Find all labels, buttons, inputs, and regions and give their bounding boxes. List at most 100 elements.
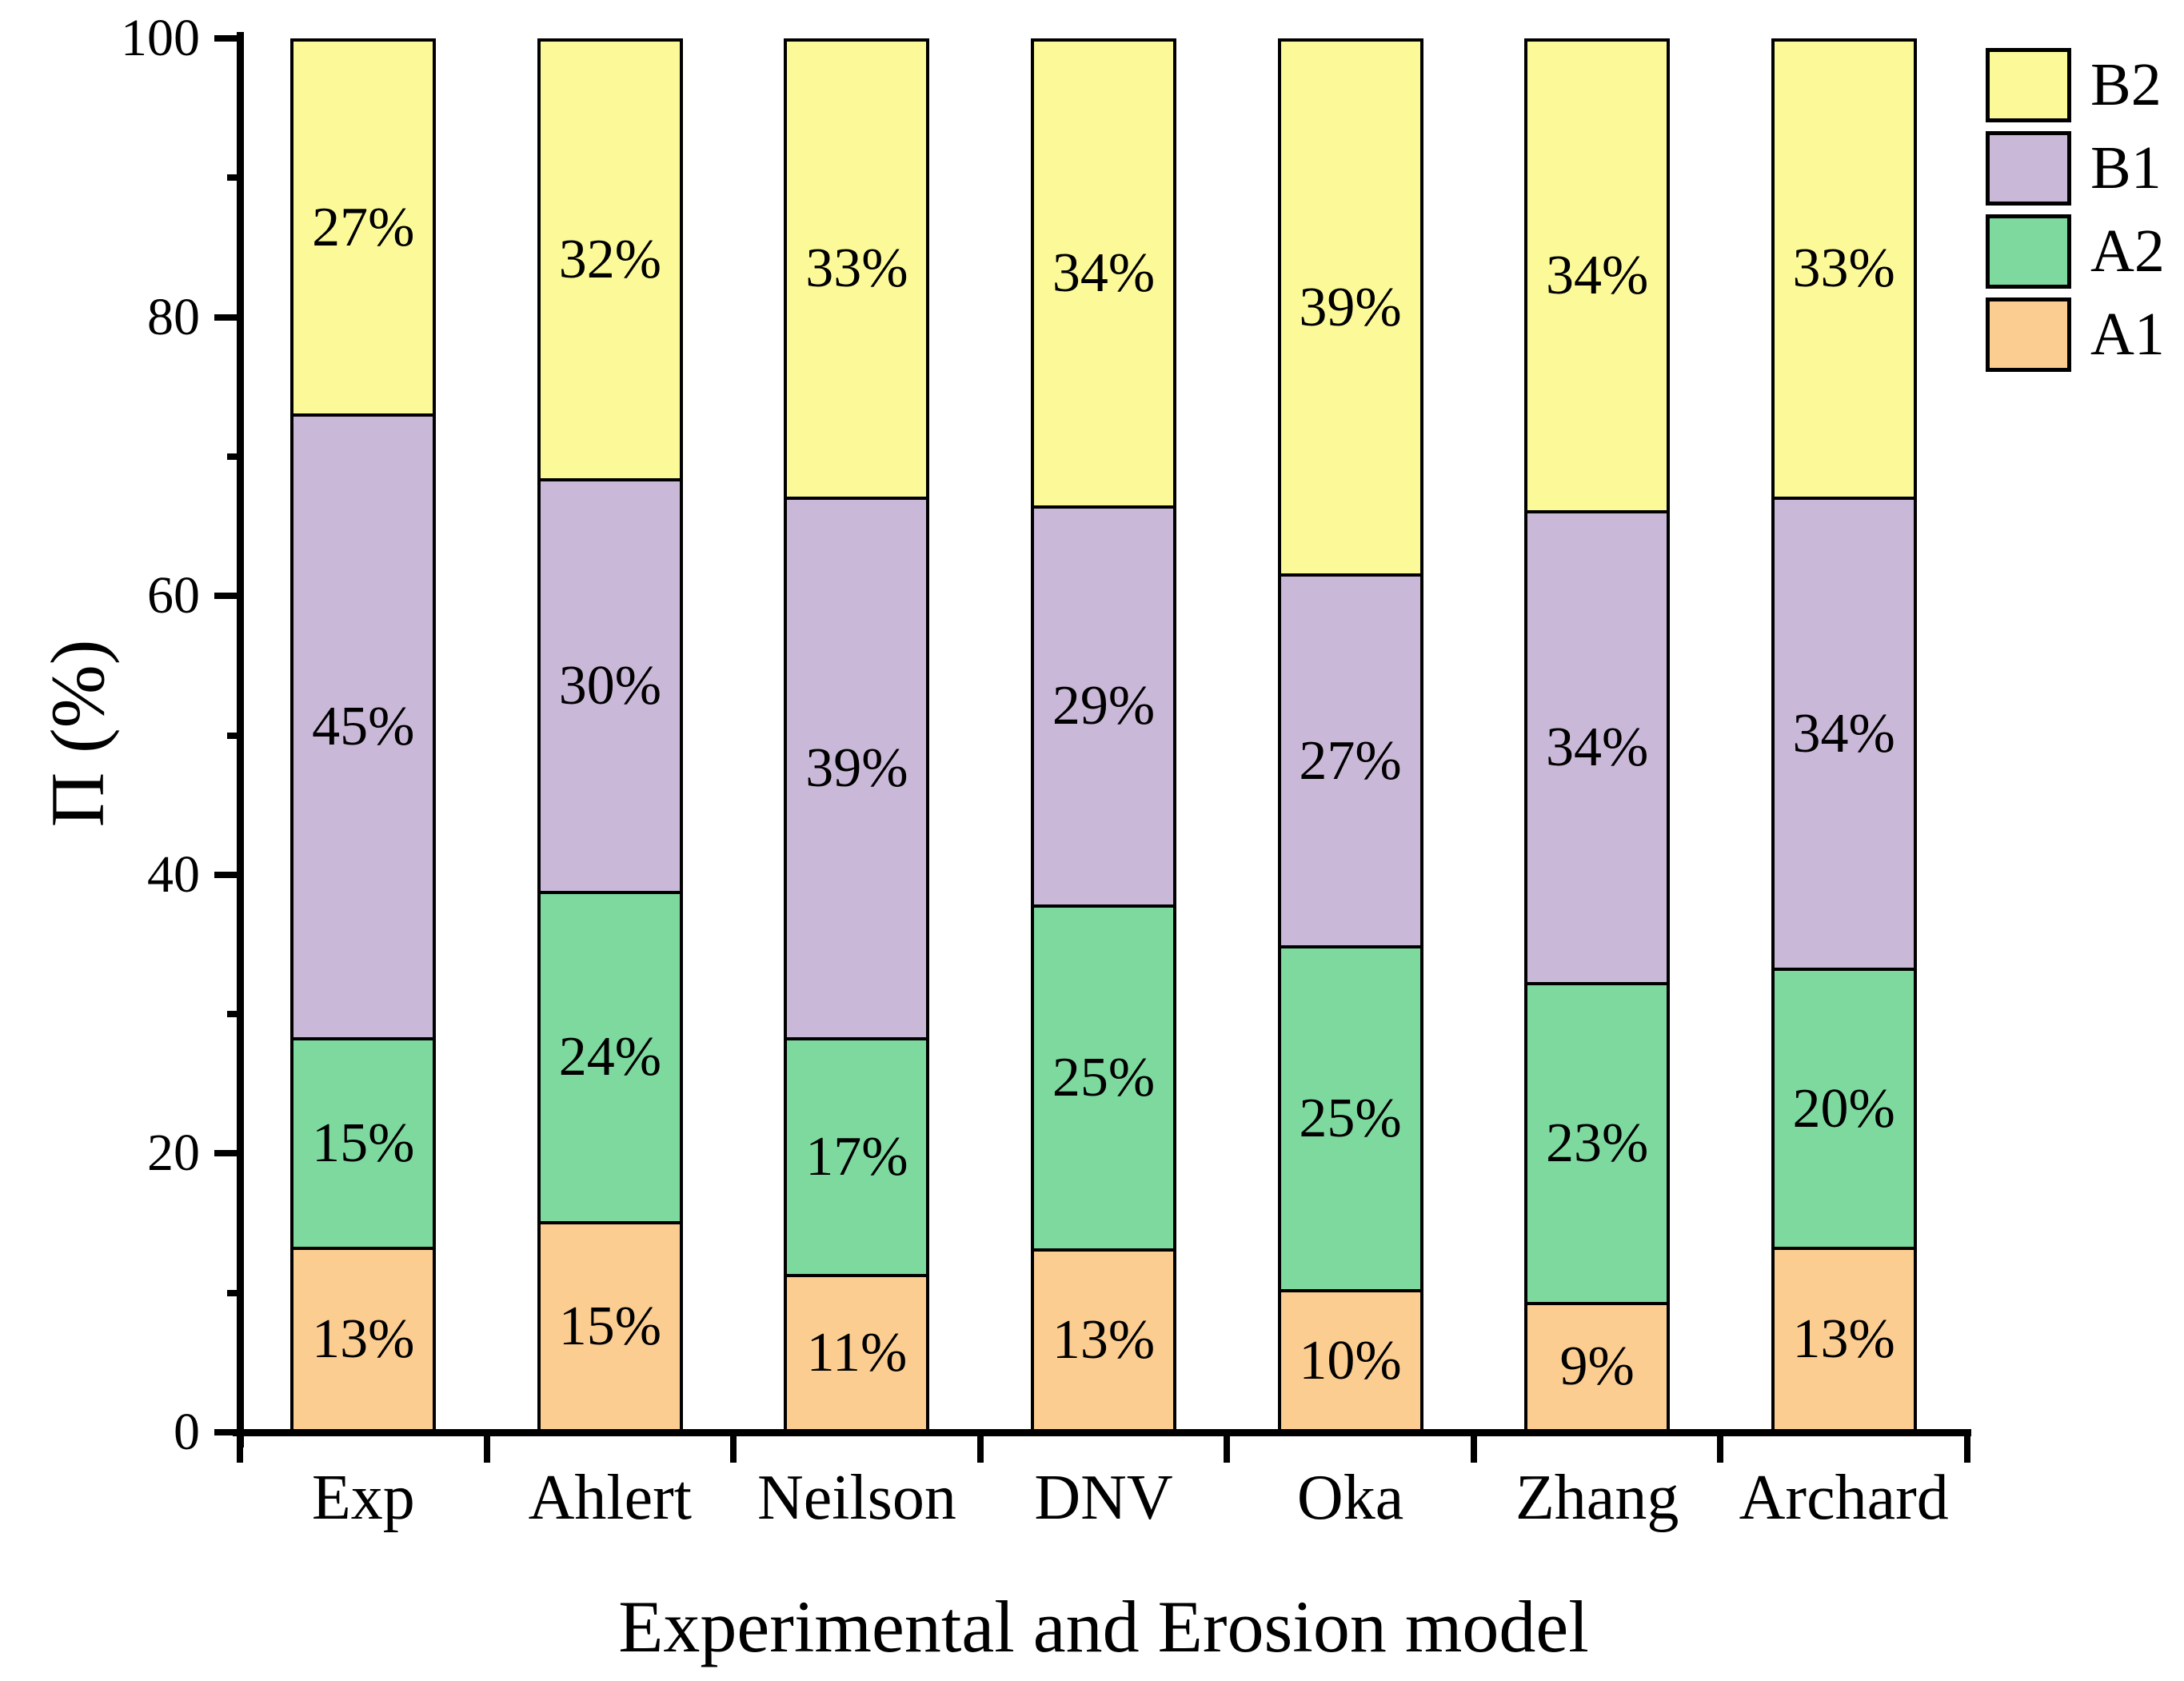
x-tick [483,1432,490,1463]
bar-segment-A1: 10% [1280,1289,1420,1429]
legend-item-B1: B1 [1986,131,2165,206]
y-major-tick [214,35,241,42]
x-category-label: Zhang [1515,1463,1679,1533]
bar-DNV: 34% 29% 25% 13% [1031,38,1176,1432]
segment-value-label: 15% [558,1296,661,1358]
y-tick-label: 60 [147,566,200,625]
bar-segment-B2: 33% [787,42,927,497]
x-axis-title: Experimental and Erosion model [618,1586,1589,1667]
bar-segment-A2: 24% [540,890,680,1222]
segment-value-label: 11% [806,1322,908,1384]
segment-value-label: 10% [1299,1329,1402,1392]
segment-value-label: 27% [312,196,415,258]
bar-Archard: 33% 34% 20% 13% [1771,38,1917,1432]
y-major-tick [214,313,241,321]
segment-value-label: 17% [805,1126,908,1188]
bar-segment-B2: 34% [1034,42,1173,506]
bar-segment-B1: 39% [787,496,927,1037]
x-category-label: Oka [1296,1463,1404,1533]
bar-segment-B1: 45% [293,413,433,1037]
bar-segment-B2: 34% [1527,42,1667,510]
legend-label: A2 [2090,218,2165,285]
bar-segment-A1: 13% [1034,1248,1173,1429]
legend-swatch-B1 [1986,131,2071,206]
y-tick-label: 40 [147,844,200,904]
x-axis-line [233,1429,1971,1436]
segment-value-label: 9% [1559,1336,1635,1398]
bar-segment-A1: 11% [787,1274,927,1429]
bar-Exp: 27% 45% 15% 13% [290,38,437,1432]
segment-value-label: 34% [1545,244,1649,306]
bar-segment-A2: 23% [1527,981,1667,1302]
bar-segment-B2: 39% [1280,42,1420,574]
x-category-label: DNV [1034,1463,1173,1533]
bar-segment-A2: 25% [1280,944,1420,1290]
y-tick-label: 20 [147,1124,200,1183]
y-minor-tick [227,732,241,739]
bar-segment-A2: 25% [1034,904,1173,1249]
bar-Zhang: 34% 34% 23% 9% [1524,38,1671,1432]
bar-segment-A1: 9% [1527,1301,1667,1429]
segment-value-label: 32% [558,228,661,290]
y-major-tick [214,593,241,600]
y-minor-tick [227,1011,241,1018]
bar-segment-A1: 13% [1774,1247,1914,1429]
bar-Oka: 39% 27% 25% 10% [1277,38,1423,1432]
x-tick [730,1432,737,1463]
bar-segment-A2: 17% [787,1036,927,1275]
x-category-label: Archard [1739,1463,1949,1533]
bar-Ahlert: 32% 30% 24% 15% [537,38,683,1432]
segment-value-label: 15% [312,1112,415,1174]
segment-value-label: 20% [1792,1077,1895,1140]
legend-label: B2 [2090,51,2162,118]
segment-value-label: 33% [1792,238,1895,300]
x-tick [1717,1432,1724,1463]
y-minor-tick [227,1289,241,1296]
y-axis-line [237,32,244,1447]
y-major-tick [214,1429,241,1435]
segment-value-label: 13% [312,1308,415,1370]
segment-value-label: 13% [1792,1308,1895,1370]
segment-value-label: 13% [1052,1309,1156,1372]
x-tick [1470,1432,1477,1463]
bar-Neilson: 33% 39% 17% 11% [784,38,930,1432]
segment-value-label: 45% [312,695,415,757]
segment-value-label: 34% [1545,716,1649,778]
bar-segment-A1: 13% [293,1247,433,1429]
y-major-tick [214,871,241,878]
legend-swatch-A1 [1986,297,2071,372]
segment-value-label: 34% [1792,702,1895,765]
y-tick-label: 0 [174,1403,200,1461]
bar-segment-B2: 32% [540,42,680,478]
segment-value-label: 33% [805,238,908,300]
y-minor-tick [227,453,241,460]
x-tick [1224,1432,1231,1463]
y-tick-label: 100 [121,9,200,67]
bar-segment-A1: 15% [540,1221,680,1429]
segment-value-label: 39% [805,737,908,799]
x-tick [237,1432,243,1463]
legend-label: A1 [2090,301,2165,368]
segment-value-label: 30% [558,654,661,717]
y-tick-label: 80 [147,287,200,346]
bar-segment-B1: 34% [1527,509,1667,982]
segment-value-label: 34% [1052,242,1156,304]
bar-segment-B2: 33% [1774,42,1914,497]
legend-item-A2: A2 [1986,214,2165,289]
x-category-label: Exp [311,1463,415,1533]
bar-segment-B2: 27% [293,42,433,414]
legend-swatch-B2 [1986,48,2071,122]
bar-segment-B1: 34% [1774,496,1914,968]
bar-segment-A2: 20% [1774,968,1914,1247]
x-category-label: Ahlert [528,1463,693,1533]
segment-value-label: 24% [558,1026,661,1088]
legend: B2 B1 A2 A1 [1986,48,2165,372]
x-tick [1964,1432,1970,1463]
segment-value-label: 27% [1299,729,1402,792]
legend-swatch-A2 [1986,214,2071,289]
legend-item-A1: A1 [1986,297,2165,372]
bar-segment-A2: 15% [293,1036,433,1247]
segment-value-label: 25% [1299,1088,1402,1150]
legend-label: B1 [2090,134,2162,202]
